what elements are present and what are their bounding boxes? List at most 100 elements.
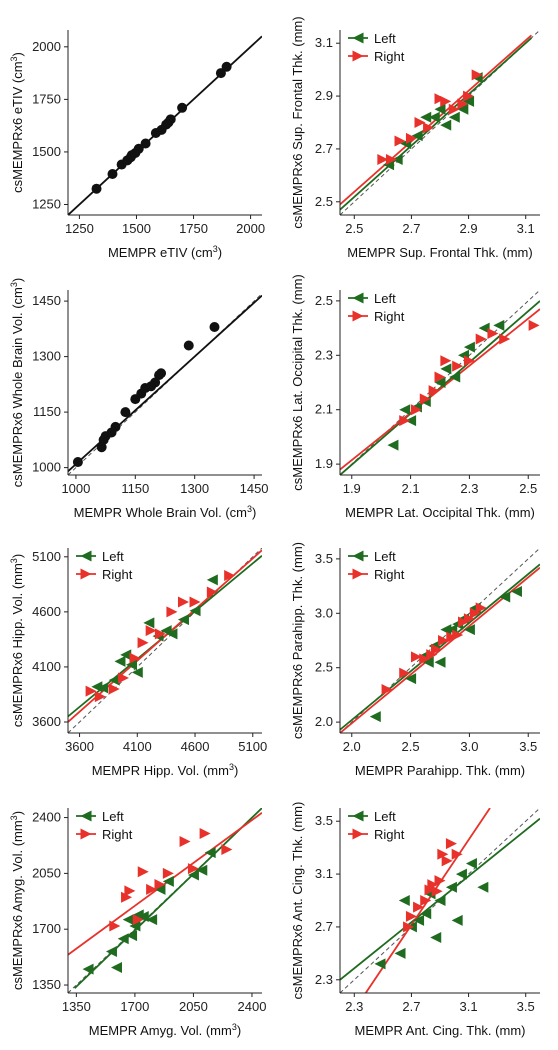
data-point-right	[428, 385, 440, 397]
data-point-right	[162, 867, 174, 879]
y-tick-label: 3.1	[315, 35, 333, 50]
x-tick-label: 3.1	[517, 221, 535, 236]
data-point-left	[413, 914, 425, 926]
data-point-right	[410, 651, 422, 663]
x-tick-label: 1.9	[343, 481, 361, 496]
identity-line	[68, 548, 262, 733]
plot-area	[340, 808, 540, 993]
data-point-series	[91, 183, 102, 194]
data-point-series	[177, 102, 188, 113]
data-point-right	[445, 838, 457, 850]
data-point-right	[399, 415, 411, 427]
data-point-right	[394, 135, 406, 147]
data-point-left	[478, 322, 490, 334]
y-tick-label: 1150	[33, 404, 61, 419]
data-point-right	[426, 649, 438, 661]
y-axis-label: csMEMPRx6 Hipp. Vol. (mm3)	[9, 554, 25, 727]
x-axis-label: MEMPR Parahipp. Thk. (mm)	[355, 763, 525, 778]
x-tick-label: 2050	[179, 999, 208, 1014]
x-tick-label: 3.5	[519, 739, 537, 754]
x-tick-label: 1450	[240, 481, 269, 496]
y-tick-label: 2050	[32, 865, 61, 880]
data-point-left	[166, 628, 178, 640]
x-tick-label: 2.7	[402, 999, 420, 1014]
y-tick-label: 2.7	[315, 141, 333, 156]
data-point-left	[463, 341, 475, 353]
legend-label-right: Right	[374, 567, 405, 582]
x-tick-label: 3.5	[517, 999, 535, 1014]
legend-marker-left	[80, 810, 92, 822]
y-axis-label: csMEMPRx6 eTIV (cm3)	[9, 52, 25, 193]
data-point-right	[405, 132, 417, 144]
panel-6: 2.0 2.5 3.0 3.5 2.0 2.5 3.0 3.5 MEMPR Parahipp. …	[290, 542, 540, 778]
y-tick-label: 1700	[32, 921, 61, 936]
x-tick-label: 2.1	[402, 481, 420, 496]
x-axis-label: MEMPR Hipp. Vol. (mm3)	[92, 762, 239, 778]
data-point-right	[121, 891, 133, 903]
y-axis-label: csMEMPRx6 Amyg. Vol. (mm3)	[9, 811, 25, 990]
data-point-left	[189, 605, 201, 617]
data-point-right	[528, 319, 540, 331]
data-point-right	[475, 602, 487, 614]
x-tick-label: 1150	[121, 481, 149, 496]
data-point-left	[369, 711, 381, 723]
data-point-right	[381, 683, 393, 695]
plot-area	[340, 30, 540, 215]
data-point-right	[146, 883, 158, 895]
data-point-right	[221, 843, 233, 855]
y-axis-label: csMEMPRx6 Ant. Cing. Thk. (mm)	[290, 802, 305, 1000]
data-point-right	[187, 863, 199, 875]
data-point-right	[434, 875, 446, 887]
data-point-left	[97, 682, 109, 694]
data-point-left	[126, 930, 138, 942]
data-point-right	[469, 607, 481, 619]
x-tick-label: 2.7	[402, 221, 420, 236]
data-point-right	[431, 885, 443, 897]
data-point-left	[463, 624, 475, 636]
data-point-left	[434, 895, 446, 906]
data-point-right	[441, 855, 453, 867]
data-point-right	[440, 355, 452, 367]
data-point-right	[410, 404, 422, 416]
x-tick-label: 1350	[62, 999, 91, 1014]
data-point-left	[465, 858, 477, 869]
data-point-right	[124, 885, 136, 897]
data-point-left	[391, 154, 403, 165]
panel-5: 3600 4100 4600 5100 3600 4100 4600 5100 MEMPR Hi…	[9, 548, 267, 778]
data-point-right	[423, 122, 435, 134]
data-point-left	[204, 847, 216, 859]
data-point-left	[196, 864, 208, 876]
legend-label-left: Left	[374, 809, 396, 824]
data-point-left	[394, 947, 406, 959]
data-point-left	[117, 933, 129, 945]
y-tick-label: 2.5	[315, 194, 333, 209]
legend-label-left: Left	[374, 291, 396, 306]
data-point-left	[493, 319, 505, 331]
data-point-left	[137, 910, 149, 922]
legend-marker-right	[80, 568, 92, 580]
x-tick-label: 4100	[123, 739, 152, 754]
data-point-right	[166, 606, 178, 618]
data-point-left	[154, 883, 166, 895]
data-point-left	[434, 656, 446, 668]
data-point-left	[398, 895, 410, 906]
data-point-right	[452, 360, 464, 372]
data-point-series	[221, 61, 232, 72]
y-tick-label: 2.3	[315, 347, 333, 362]
panel-4: 1.9 2.1 2.3 2.5 1.9 2.1 2.3 2.5 MEMPR Lat. Occip…	[290, 274, 540, 520]
x-tick-label: 3600	[65, 739, 94, 754]
x-tick-label: 1000	[61, 481, 90, 496]
y-tick-label: 2.7	[315, 919, 333, 934]
x-tick-label: 3.1	[460, 999, 478, 1014]
x-tick-label: 2.3	[460, 481, 478, 496]
data-point-right	[457, 98, 469, 110]
data-point-left	[457, 103, 469, 115]
data-point-right	[85, 685, 97, 697]
data-point-left	[399, 404, 411, 416]
data-point-right	[414, 117, 426, 128]
data-point-right	[132, 914, 144, 926]
data-point-right	[179, 835, 191, 847]
y-tick-label: 2.5	[315, 293, 333, 308]
data-point-series	[165, 114, 176, 125]
x-axis-label: MEMPR Amyg. Vol. (mm3)	[89, 1022, 241, 1038]
